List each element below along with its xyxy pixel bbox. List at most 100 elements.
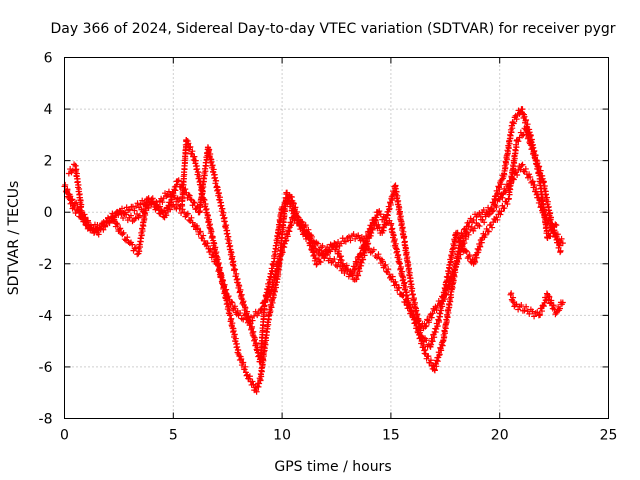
data-point [311, 251, 318, 258]
data-point [423, 322, 430, 329]
data-point [353, 260, 360, 267]
data-point [505, 145, 512, 152]
data-point [529, 144, 536, 151]
data-point [356, 268, 363, 275]
data-point [403, 292, 410, 299]
data-point [242, 304, 249, 311]
data-point [232, 266, 239, 273]
data-point [513, 116, 520, 123]
data-point [447, 258, 454, 265]
data-point [167, 199, 174, 206]
data-point [73, 207, 80, 214]
data-point [448, 254, 455, 261]
data-point [394, 248, 401, 255]
data-point [513, 301, 520, 308]
data-point [338, 257, 345, 264]
data-point [165, 188, 172, 195]
data-point [401, 233, 408, 240]
y-tick-label: 0 [44, 205, 53, 221]
data-point [211, 240, 218, 247]
data-point [141, 209, 148, 216]
data-point [436, 351, 443, 358]
data-point [136, 212, 143, 219]
data-point [423, 337, 430, 344]
data-point [206, 146, 213, 153]
data-point [228, 298, 235, 305]
data-point [267, 308, 274, 315]
data-point [441, 334, 448, 341]
data-point [269, 267, 276, 274]
data-point [196, 208, 203, 215]
data-point [255, 383, 262, 390]
data-point [489, 224, 496, 231]
data-point [406, 269, 413, 276]
data-point [249, 323, 256, 330]
data-point [494, 216, 501, 223]
data-point [251, 312, 258, 319]
data-point [204, 212, 211, 219]
data-point [170, 192, 177, 199]
data-point [319, 242, 326, 249]
data-point [395, 251, 402, 258]
x-tick-label: 25 [600, 428, 618, 444]
data-point [451, 238, 458, 245]
y-tick-label: 6 [44, 51, 53, 67]
data-point [241, 366, 248, 373]
data-point [382, 261, 389, 268]
data-point [508, 290, 515, 297]
data-point [434, 322, 441, 329]
data-point [325, 249, 332, 256]
data-point [218, 202, 225, 209]
y-tick-label: 4 [44, 102, 53, 118]
data-point [416, 323, 423, 330]
data-point [354, 261, 361, 268]
data-point [373, 254, 380, 261]
data-point [116, 207, 123, 214]
data-point [290, 200, 297, 207]
data-point [207, 248, 214, 255]
data-point [547, 233, 554, 240]
data-point [513, 144, 520, 151]
data-point [381, 262, 388, 269]
ticks-layer: 0 5 10 15 20 25 -8 -6 -4 -2 0 2 4 6 [39, 51, 618, 444]
data-point [431, 334, 438, 341]
x-axis-label: GPS time / hours [274, 459, 391, 475]
data-point [364, 235, 371, 242]
data-point [255, 310, 262, 317]
data-point [317, 259, 324, 266]
data-point [194, 225, 201, 232]
data-point [183, 211, 190, 218]
data-point [231, 331, 238, 338]
data-point [224, 230, 231, 237]
data-point [403, 249, 410, 256]
data-point [476, 223, 483, 230]
data-point [115, 211, 122, 218]
data-point [362, 239, 369, 246]
data-point [409, 291, 416, 298]
data-point [159, 199, 166, 206]
data-point [136, 248, 143, 255]
data-point [219, 205, 226, 212]
data-point [503, 187, 510, 194]
x-tick-label: 15 [382, 428, 400, 444]
data-point [182, 186, 189, 193]
data-point [65, 170, 72, 177]
data-point [502, 164, 509, 171]
data-point [537, 312, 544, 319]
data-point [504, 200, 511, 207]
data-point [262, 299, 269, 306]
data-point [409, 285, 416, 292]
data-point [390, 232, 397, 239]
data-point [510, 120, 517, 127]
data-point [163, 193, 170, 200]
data-point [462, 236, 469, 243]
x-tick-label: 0 [60, 428, 69, 444]
data-point [139, 228, 146, 235]
data-point [506, 140, 513, 147]
data-point [477, 213, 484, 220]
data-point [305, 226, 312, 233]
data-point [236, 282, 243, 289]
data-point [519, 161, 526, 168]
data-point [393, 188, 400, 195]
data-point [370, 246, 377, 253]
